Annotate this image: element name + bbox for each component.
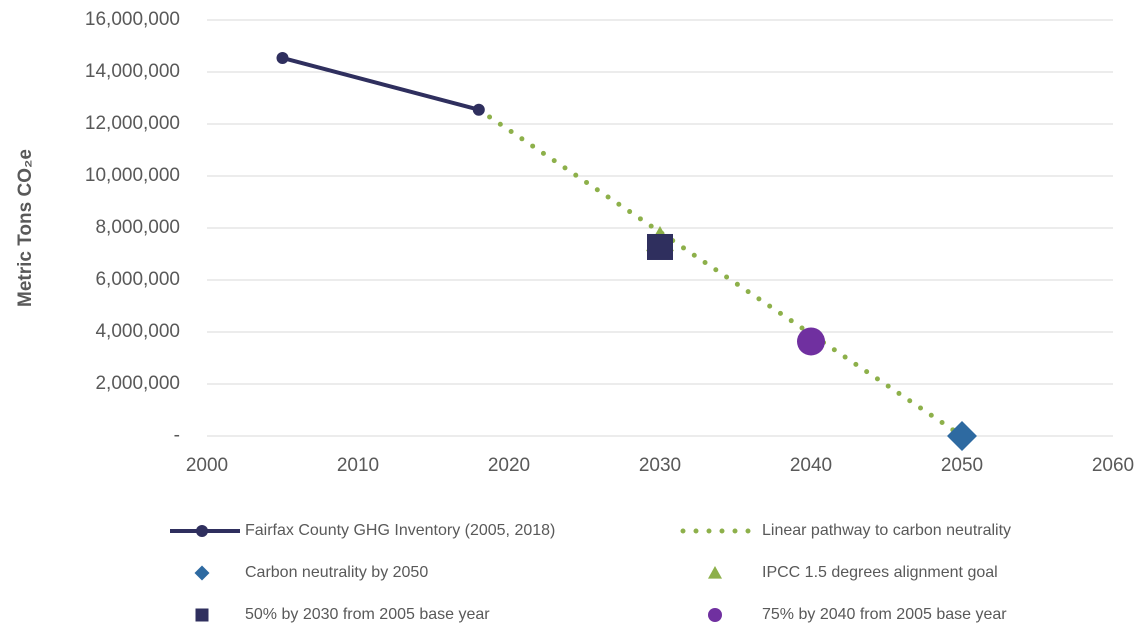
legend-marker (708, 566, 722, 579)
legend-label: 75% by 2040 from 2005 base year (762, 606, 1007, 623)
series-line (476, 107, 965, 439)
legend-label: 50% by 2030 from 2005 base year (245, 606, 490, 623)
legend-marker (194, 565, 210, 581)
data-point (472, 103, 485, 116)
y-axis-title: Metric Tons CO₂e (15, 149, 36, 307)
y-tick-label: 16,000,000 (85, 9, 180, 30)
x-tick-label: 2060 (1092, 455, 1134, 476)
data-point (276, 51, 289, 64)
legend-label: Carbon neutrality by 2050 (245, 564, 428, 581)
legend-marker (195, 608, 209, 622)
legend-label: IPCC 1.5 degrees alignment goal (762, 564, 998, 581)
y-tick-label: 2,000,000 (95, 373, 180, 394)
data-point (947, 421, 977, 451)
data-point (647, 233, 673, 260)
data-point (797, 327, 825, 356)
x-tick-label: 2050 (941, 455, 983, 476)
x-tick-label: 2040 (790, 455, 832, 476)
y-tick-label: 14,000,000 (85, 61, 180, 82)
legend-label: Linear pathway to carbon neutrality (762, 522, 1011, 539)
y-tick-label: - (174, 425, 180, 446)
x-tick-label: 2030 (639, 455, 681, 476)
y-tick-label: 4,000,000 (95, 321, 180, 342)
legend-marker (196, 525, 208, 537)
y-tick-label: 6,000,000 (95, 269, 180, 290)
x-tick-label: 2020 (488, 455, 530, 476)
y-tick-label: 12,000,000 (85, 113, 180, 134)
legend-marker (708, 608, 722, 622)
y-tick-label: 10,000,000 (85, 165, 180, 186)
legend-label: Fairfax County GHG Inventory (2005, 2018… (245, 522, 555, 539)
series-line (281, 56, 480, 112)
x-tick-label: 2010 (337, 455, 379, 476)
x-tick-label: 2000 (186, 455, 228, 476)
y-tick-label: 8,000,000 (95, 217, 180, 238)
